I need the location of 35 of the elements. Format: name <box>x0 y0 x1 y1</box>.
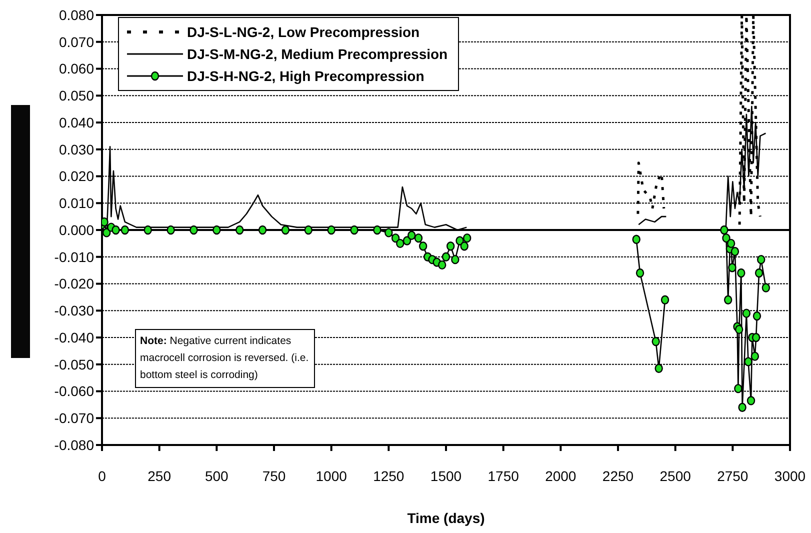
legend-label: DJ-S-M-NG-2, Medium Precompression <box>187 46 448 62</box>
y-tick-label: -0.020 <box>54 276 94 292</box>
y-tick-label: -0.010 <box>54 248 94 265</box>
x-tick-label: 1000 <box>316 468 348 484</box>
y-tick-label: 0.060 <box>58 60 94 77</box>
x-tick-label: 1250 <box>373 468 404 484</box>
x-tick-label: 250 <box>148 468 172 484</box>
y-tick-label: 0.050 <box>58 88 94 104</box>
y-tick-label: 0.000 <box>58 222 94 238</box>
y-tick-label: -0.070 <box>54 410 94 426</box>
y-tick-label: 0.040 <box>58 114 94 130</box>
x-axis-title: Time (days) <box>407 510 485 526</box>
x-tick-label: 1500 <box>430 468 462 484</box>
annotation: Note: Negative current indicates macrocell corrosion is reversed. (i.e. bottom steel is corroding) <box>135 329 315 388</box>
x-tick-label: 500 <box>204 468 229 484</box>
y-tick-label: -0.060 <box>54 383 94 400</box>
y-tick-label: 0.070 <box>58 34 94 50</box>
y-tick-label: -0.040 <box>54 329 94 346</box>
y-tick-label: 0.010 <box>58 195 94 212</box>
x-tick-label: 2250 <box>602 468 634 484</box>
y-tick-label: -0.080 <box>54 436 94 453</box>
y-tick-label: 0.080 <box>58 6 94 23</box>
legend-label: DJ-S-L-NG-2, Low Precompression <box>187 24 420 40</box>
x-tick-label: 3000 <box>774 468 806 484</box>
x-tick-label: 2000 <box>545 468 576 484</box>
y-tick-label: -0.050 <box>54 356 94 372</box>
x-tick-label: 0 <box>98 468 106 484</box>
x-tick-label: 1750 <box>488 468 520 484</box>
x-tick-label: 750 <box>262 468 286 484</box>
y-tick-label: 0.020 <box>58 168 94 184</box>
x-tick-label: 2500 <box>660 468 692 484</box>
y-tick-label: 0.030 <box>58 141 94 158</box>
y-tick-label: -0.030 <box>54 302 94 319</box>
x-tick-label: 2750 <box>717 468 748 484</box>
legend-label: DJ-S-H-NG-2, High Precompression <box>187 68 424 84</box>
